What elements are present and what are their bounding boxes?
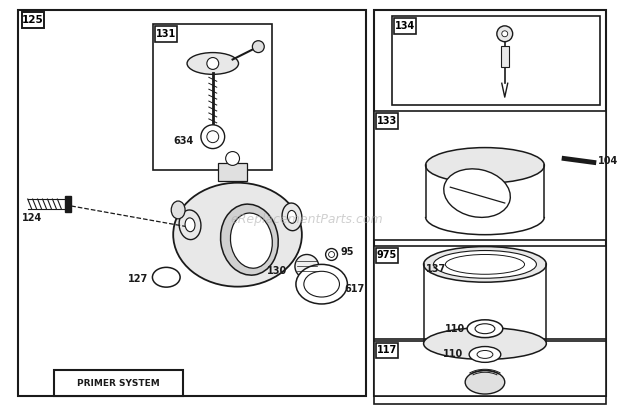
Circle shape	[295, 254, 319, 278]
Ellipse shape	[423, 247, 546, 282]
Ellipse shape	[433, 251, 536, 278]
Bar	[394, 18, 415, 34]
Text: 117: 117	[377, 346, 397, 355]
Ellipse shape	[187, 53, 239, 74]
Circle shape	[329, 252, 335, 257]
Bar	[374, 245, 606, 404]
Text: eReplacementParts.com: eReplacementParts.com	[231, 213, 383, 226]
Text: 131: 131	[156, 29, 177, 39]
Ellipse shape	[475, 324, 495, 334]
Bar	[218, 164, 247, 181]
Text: PRIMER SYSTEM: PRIMER SYSTEM	[78, 379, 160, 388]
Text: 130: 130	[267, 266, 287, 276]
Text: 133: 133	[377, 116, 397, 126]
Bar	[18, 10, 366, 396]
Circle shape	[497, 26, 513, 42]
Ellipse shape	[467, 320, 503, 337]
Ellipse shape	[296, 264, 347, 304]
Ellipse shape	[469, 346, 501, 362]
Ellipse shape	[171, 201, 185, 219]
Ellipse shape	[173, 183, 302, 287]
Text: 975: 975	[377, 250, 397, 261]
Bar	[374, 339, 606, 396]
Circle shape	[207, 58, 219, 70]
Ellipse shape	[444, 169, 510, 217]
Text: 95: 95	[340, 247, 354, 256]
Bar	[153, 24, 272, 171]
Bar	[376, 343, 398, 358]
Circle shape	[252, 41, 264, 53]
Ellipse shape	[304, 271, 340, 297]
Ellipse shape	[185, 218, 195, 232]
Circle shape	[502, 31, 508, 37]
Text: 137: 137	[425, 264, 446, 274]
Bar	[376, 247, 398, 263]
Bar	[374, 341, 606, 396]
Text: 634: 634	[174, 136, 194, 146]
Ellipse shape	[465, 370, 505, 394]
Text: 617: 617	[345, 284, 365, 294]
Ellipse shape	[179, 210, 201, 240]
Circle shape	[207, 131, 219, 143]
Ellipse shape	[288, 211, 296, 223]
Ellipse shape	[445, 254, 525, 274]
Ellipse shape	[425, 148, 544, 183]
Bar	[22, 12, 43, 28]
Bar	[374, 10, 606, 396]
Text: 104: 104	[598, 157, 618, 166]
Bar	[374, 111, 606, 240]
Bar	[376, 113, 398, 129]
Text: 124: 124	[22, 213, 42, 223]
Circle shape	[201, 125, 224, 148]
Bar	[156, 26, 177, 42]
Ellipse shape	[282, 203, 302, 231]
Ellipse shape	[477, 351, 493, 358]
Text: 110: 110	[443, 349, 463, 360]
Circle shape	[226, 152, 239, 165]
Ellipse shape	[153, 267, 180, 287]
Text: 125: 125	[22, 15, 43, 25]
Bar	[501, 46, 509, 67]
Text: 127: 127	[128, 274, 148, 284]
Bar	[392, 16, 600, 105]
Circle shape	[326, 249, 337, 261]
Text: 134: 134	[395, 21, 415, 31]
Ellipse shape	[221, 204, 278, 275]
Text: 110: 110	[445, 324, 465, 334]
Bar	[55, 370, 183, 396]
Polygon shape	[65, 196, 71, 212]
Ellipse shape	[423, 328, 546, 360]
Ellipse shape	[231, 213, 272, 268]
